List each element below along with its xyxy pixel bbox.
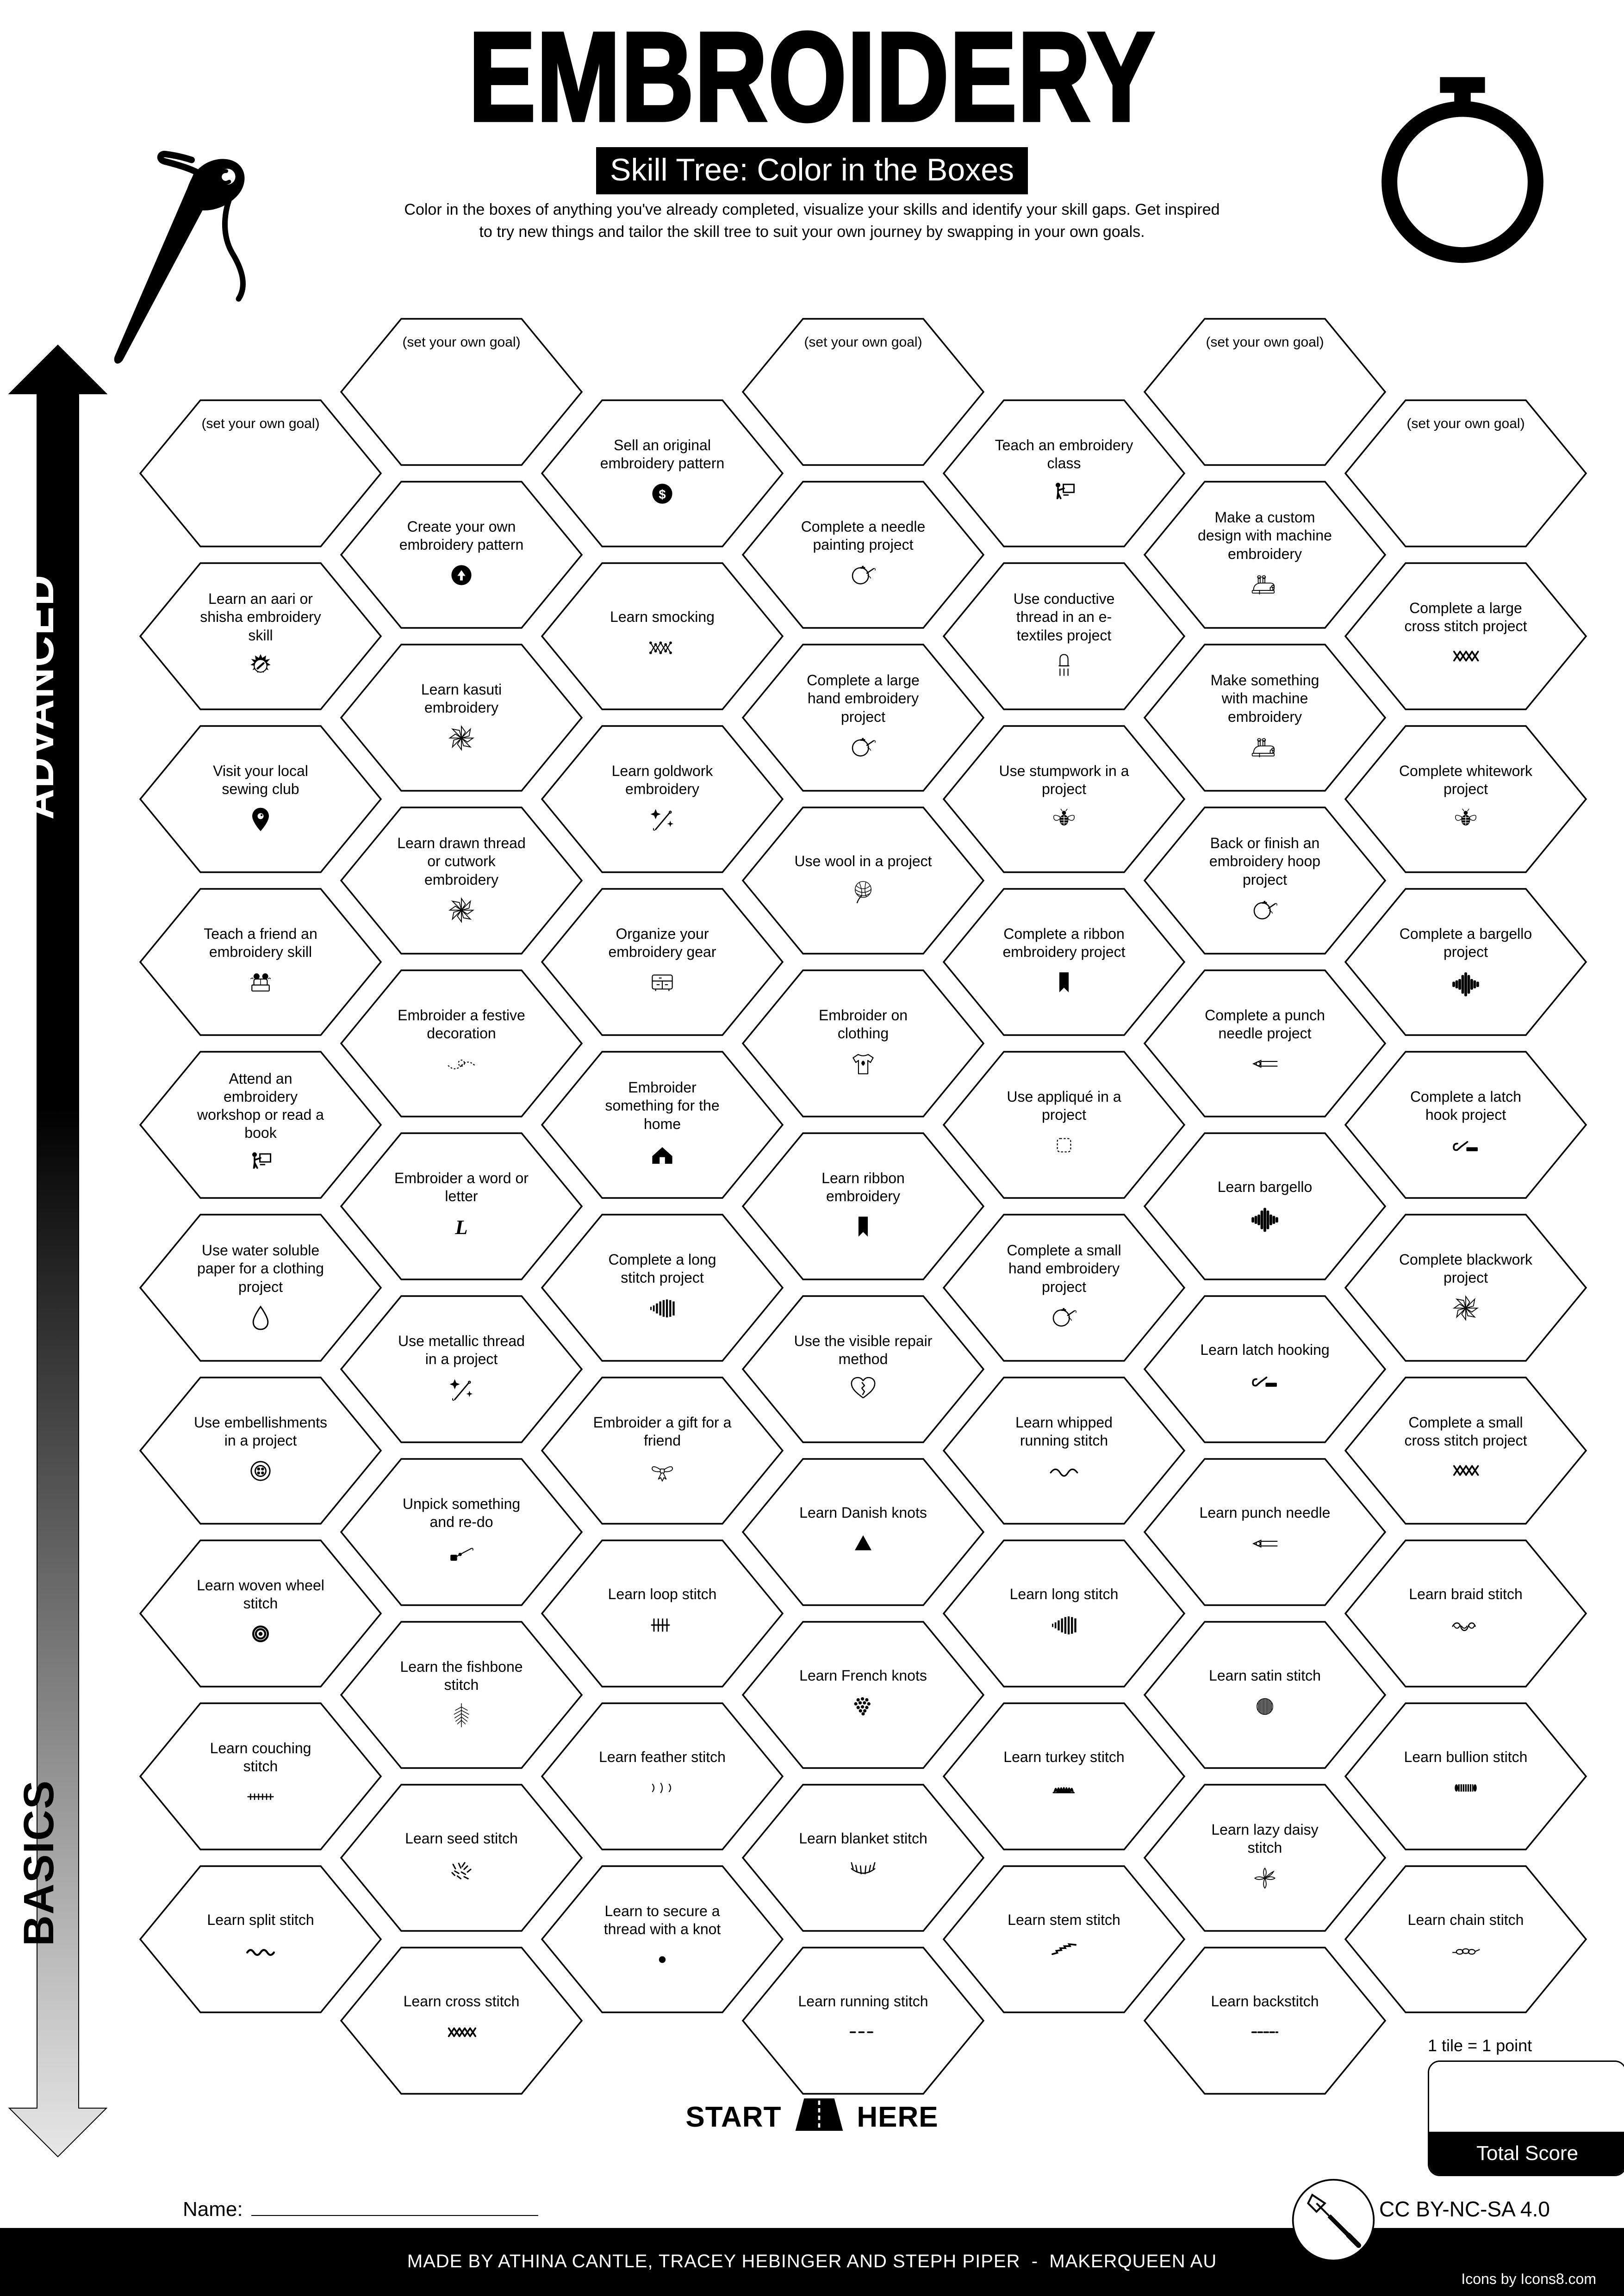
svg-text:ADVANCED: ADVANCED xyxy=(15,574,62,820)
svg-text:L: L xyxy=(454,1216,467,1239)
svg-text:BASICS: BASICS xyxy=(15,1780,62,1946)
svg-text:$: $ xyxy=(659,487,666,502)
